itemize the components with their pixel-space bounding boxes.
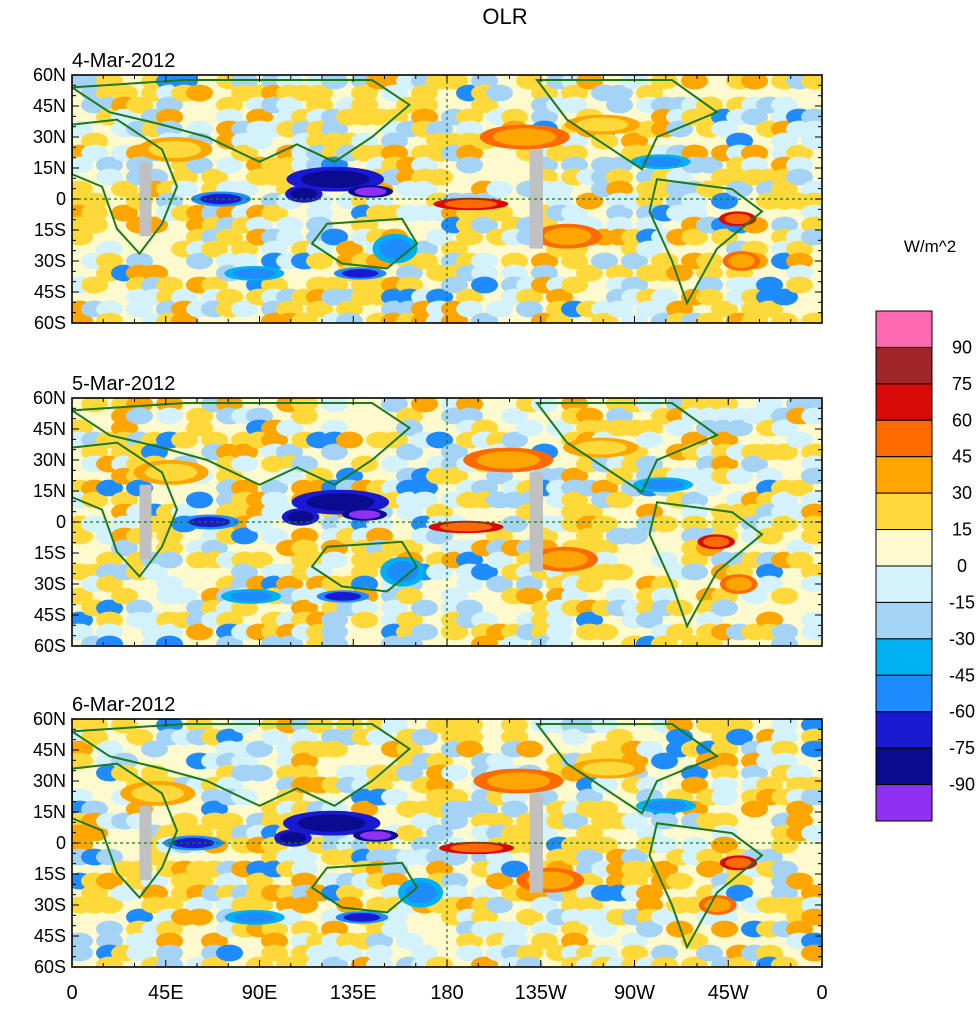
lon-label: 0 bbox=[66, 982, 77, 1004]
lat-label: 30S bbox=[34, 251, 66, 271]
lat-label: 45N bbox=[33, 96, 66, 116]
colorbar-swatch bbox=[875, 711, 933, 749]
colorbar-swatch bbox=[875, 456, 933, 494]
lat-label: 60N bbox=[33, 709, 66, 729]
lat-label: 30N bbox=[33, 771, 66, 791]
lat-label: 0 bbox=[56, 189, 66, 209]
lon-label: 135W bbox=[515, 982, 567, 1004]
lon-label: 90E bbox=[242, 982, 278, 1004]
olr-field bbox=[72, 719, 822, 967]
colorbar-swatch bbox=[875, 601, 933, 640]
lat-label: 45N bbox=[33, 419, 66, 439]
lon-label: 135E bbox=[330, 982, 377, 1004]
lat-label: 15N bbox=[33, 802, 66, 822]
colorbar-label: 45 bbox=[952, 447, 972, 467]
lat-label: 0 bbox=[56, 512, 66, 532]
lat-label: 45S bbox=[34, 282, 66, 302]
figure-title: OLR bbox=[482, 4, 527, 29]
colorbar-swatch bbox=[875, 419, 933, 458]
panel-date: 5-Mar-2012 bbox=[72, 373, 175, 395]
colorbar-label: -90 bbox=[949, 775, 975, 795]
colorbar-label: 30 bbox=[952, 483, 972, 503]
lat-label: 60N bbox=[33, 388, 66, 408]
lat-label: 15S bbox=[34, 220, 66, 240]
colorbar-label: 60 bbox=[952, 410, 972, 430]
lat-label: 15S bbox=[34, 543, 66, 563]
coastlines bbox=[72, 402, 764, 629]
colorbar-swatch bbox=[875, 784, 933, 822]
panel-date: 4-Mar-2012 bbox=[72, 50, 175, 72]
coastlines bbox=[72, 723, 764, 950]
colorbar-label: 0 bbox=[957, 556, 967, 576]
lon-label: 45E bbox=[148, 982, 184, 1004]
colorbar-swatch bbox=[875, 529, 933, 567]
panel-date: 6-Mar-2012 bbox=[72, 694, 175, 716]
colorbar-swatch bbox=[875, 747, 933, 786]
lat-label: 60N bbox=[33, 65, 66, 85]
lat-label: 30S bbox=[34, 574, 66, 594]
colorbar-label: -15 bbox=[949, 592, 975, 612]
map-panel: 60N 45N 30N 15N 0 15S 30S 45S 60S 4-Mar-2012 bbox=[33, 50, 823, 333]
lat-label: 45N bbox=[33, 740, 66, 760]
lat-label: 0 bbox=[56, 833, 66, 853]
lat-label: 45S bbox=[34, 605, 66, 625]
lat-label: 45S bbox=[34, 926, 66, 946]
map-panel: 60N 45N 30N 15N 0 15S 30S 45S 60S 6-Mar-2012 bbox=[33, 694, 823, 977]
colorbar-label: -75 bbox=[949, 738, 975, 758]
colorbar-swatch bbox=[875, 492, 933, 531]
lat-label: 30N bbox=[33, 450, 66, 470]
lon-label: 180 bbox=[430, 982, 463, 1004]
colorbar-swatch bbox=[875, 674, 933, 713]
lat-label: 15N bbox=[33, 158, 66, 178]
lat-label: 15S bbox=[34, 864, 66, 884]
colorbar-label: 90 bbox=[952, 337, 972, 357]
colorbar-label: 75 bbox=[952, 374, 972, 394]
colorbar-label: 15 bbox=[952, 520, 972, 540]
olr-field bbox=[72, 75, 822, 323]
coastlines bbox=[72, 79, 764, 306]
lat-label: 60S bbox=[34, 313, 66, 333]
map-panel: 60N 45N 30N 15N 0 15S 30S 45S 60S 5-Mar-2012 bbox=[33, 373, 823, 656]
lon-label: 0 bbox=[816, 982, 827, 1004]
lat-label: 30S bbox=[34, 895, 66, 915]
colorbar-swatch bbox=[875, 310, 933, 348]
lat-label: 60S bbox=[34, 636, 66, 656]
colorbar-swatch bbox=[875, 638, 933, 676]
colorbar-units: W/m^2 bbox=[904, 237, 956, 256]
lat-label: 15N bbox=[33, 481, 66, 501]
colorbar-label: -30 bbox=[949, 629, 975, 649]
colorbar-swatch bbox=[875, 383, 933, 421]
lon-label: 45W bbox=[708, 982, 749, 1004]
lon-label: 90W bbox=[614, 982, 655, 1004]
colorbar: 90 75 60 45 30 15 0 -15 -30 -45 -60 -75 -90 bbox=[875, 310, 975, 822]
lat-label: 30N bbox=[33, 127, 66, 147]
lat-label: 60S bbox=[34, 957, 66, 977]
colorbar-swatch bbox=[875, 346, 933, 385]
colorbar-label: -60 bbox=[949, 702, 975, 722]
colorbar-label: -45 bbox=[949, 665, 975, 685]
colorbar-swatch bbox=[875, 565, 933, 603]
